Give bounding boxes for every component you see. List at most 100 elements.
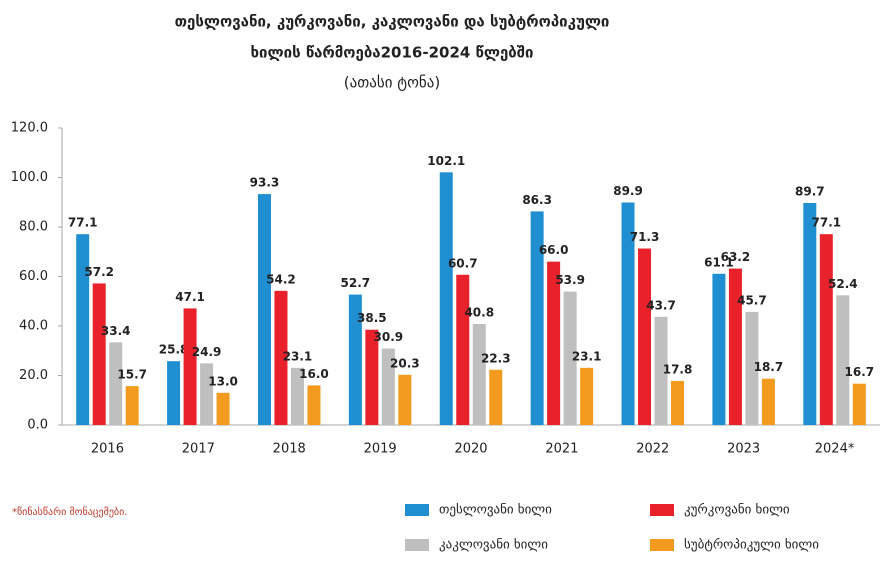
bar [183, 308, 197, 425]
bar [456, 274, 470, 425]
legend-swatch [650, 539, 674, 551]
value-label: 102.1 [427, 154, 465, 168]
bar [530, 211, 544, 425]
legend-label: თესლოვანი ხილი [439, 503, 552, 518]
bar [852, 383, 866, 425]
value-label: 17.8 [663, 362, 693, 376]
bar [200, 363, 214, 425]
value-label: 89.7 [795, 184, 825, 198]
bar [654, 316, 668, 425]
value-label: 16.7 [845, 365, 875, 379]
bar [819, 234, 833, 425]
chart-subtitle: (ათასი ტონა) [344, 74, 440, 92]
bar [92, 283, 106, 425]
x-tick-label: 2021 [545, 442, 578, 457]
legend-label: კაკლოვანი ხილი [439, 538, 548, 553]
value-label: 33.4 [101, 324, 131, 338]
chart-title-line2: ხილის წარმოება2016-2024 წლებში [251, 44, 534, 62]
bar [381, 348, 395, 425]
bar [472, 324, 486, 425]
value-label: 22.3 [481, 351, 511, 365]
x-tick-label: 2022 [636, 442, 669, 457]
bar [638, 248, 652, 425]
legend-swatch [405, 539, 429, 551]
bar [580, 367, 594, 425]
bar [274, 290, 288, 425]
bar [728, 268, 742, 425]
value-label: 52.7 [341, 276, 371, 290]
bar [257, 194, 271, 425]
value-label: 61.1 [704, 255, 734, 269]
bar [547, 261, 561, 425]
value-label: 77.1 [68, 216, 98, 230]
value-label: 52.4 [828, 277, 858, 291]
bar [398, 374, 412, 425]
bar [216, 392, 230, 425]
chart-title: თესლოვანი, კურკოვანი, კაკლოვანი და სუბტრ… [175, 13, 610, 31]
y-tick-label: 120.0 [11, 121, 48, 136]
x-tick-label: 2020 [454, 442, 487, 457]
y-tick-label: 40.0 [19, 319, 48, 334]
x-tick-label: 2019 [364, 442, 397, 457]
legend-swatch [405, 504, 429, 516]
value-label: 40.8 [464, 306, 494, 320]
value-label: 24.9 [192, 345, 222, 359]
x-tick-label: 2023 [727, 442, 760, 457]
value-label: 57.2 [84, 265, 114, 279]
x-tick-label: 2017 [182, 442, 215, 457]
value-label: 38.5 [357, 311, 387, 325]
bar [290, 367, 304, 425]
x-tick-label: 2018 [273, 442, 306, 457]
bar [621, 202, 635, 425]
x-tick-label: 2016 [91, 442, 124, 457]
value-label: 47.1 [175, 290, 205, 304]
value-label: 23.1 [572, 349, 602, 363]
value-label: 23.1 [283, 349, 313, 363]
bar [563, 291, 577, 425]
bar [307, 385, 321, 425]
y-tick-label: 20.0 [19, 368, 48, 383]
value-label: 54.2 [266, 272, 296, 286]
bar [836, 295, 850, 425]
value-label: 77.1 [812, 216, 842, 230]
value-label: 30.9 [374, 330, 404, 344]
bar [712, 273, 726, 425]
value-label: 66.0 [539, 243, 569, 257]
y-tick-label: 80.0 [19, 220, 48, 235]
legend-label: სუბტროპიკული ხილი [684, 538, 819, 553]
value-label: 93.3 [250, 176, 280, 190]
value-label: 16.0 [299, 367, 329, 381]
footnote: *წინასწარი მონაცემები. [12, 506, 127, 518]
y-tick-label: 0.0 [27, 418, 48, 433]
bar [745, 311, 759, 425]
value-label: 45.7 [737, 293, 767, 307]
bar [348, 294, 362, 425]
bar [671, 380, 685, 425]
bar [76, 234, 90, 425]
value-label: 13.0 [208, 374, 238, 388]
value-label: 20.3 [390, 356, 420, 370]
bar [109, 342, 123, 425]
bar [125, 386, 139, 425]
value-label: 89.9 [613, 184, 643, 198]
bar [489, 369, 503, 425]
y-tick-label: 60.0 [19, 269, 48, 284]
value-label: 71.3 [630, 230, 660, 244]
bar [803, 202, 817, 425]
x-tick-label: 2024* [815, 442, 855, 457]
value-label: 43.7 [646, 298, 676, 312]
y-tick-label: 100.0 [11, 170, 48, 185]
legend-swatch [650, 504, 674, 516]
bar [439, 172, 453, 425]
value-label: 25.8 [159, 343, 189, 357]
value-label: 60.7 [448, 256, 478, 270]
bar [167, 361, 181, 425]
bar [365, 329, 379, 425]
value-label: 15.7 [117, 368, 147, 382]
value-label: 86.3 [522, 193, 552, 207]
value-label: 63.2 [721, 250, 751, 264]
legend-label: კურკოვანი ხილი [684, 503, 790, 518]
value-label: 18.7 [754, 360, 784, 374]
value-label: 53.9 [555, 273, 585, 287]
